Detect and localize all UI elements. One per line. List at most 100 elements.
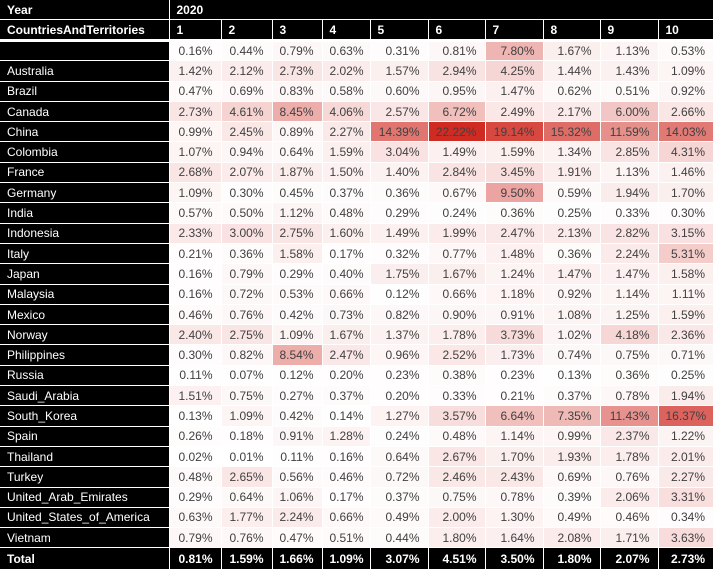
matrix-cell[interactable]: 0.46%: [169, 304, 222, 326]
matrix-cell[interactable]: 1.08%: [543, 304, 601, 326]
matrix-cell[interactable]: 0.92%: [658, 81, 713, 102]
matrix-cell[interactable]: 0.79%: [169, 527, 222, 549]
matrix-cell[interactable]: 1.09%: [272, 324, 323, 346]
matrix-cell[interactable]: 0.13%: [169, 405, 222, 427]
matrix-cell[interactable]: 0.44%: [370, 527, 429, 549]
matrix-cell[interactable]: 0.11%: [272, 446, 323, 468]
row-header[interactable]: Malaysia: [0, 284, 170, 305]
matrix-cell[interactable]: 1.46%: [658, 162, 713, 184]
matrix-cell[interactable]: 4.06%: [322, 101, 371, 123]
matrix-cell[interactable]: 0.36%: [600, 365, 659, 387]
matrix-cell[interactable]: 0.40%: [322, 263, 371, 285]
matrix-cell[interactable]: 1.02%: [543, 324, 601, 346]
matrix-cell[interactable]: 1.43%: [600, 60, 659, 82]
matrix-cell[interactable]: 1.75%: [370, 263, 429, 285]
matrix-cell[interactable]: 2.67%: [428, 446, 486, 468]
matrix-cell[interactable]: 1.11%: [658, 284, 713, 305]
matrix-cell[interactable]: 0.60%: [370, 81, 429, 102]
matrix-cell[interactable]: 1.94%: [658, 385, 713, 407]
matrix-cell[interactable]: 1.99%: [428, 223, 486, 244]
matrix-cell[interactable]: 0.21%: [485, 385, 544, 407]
matrix-cell[interactable]: 2.45%: [221, 121, 273, 143]
matrix-cell[interactable]: 0.72%: [370, 466, 429, 488]
matrix-cell[interactable]: 0.29%: [272, 263, 323, 285]
matrix-cell[interactable]: 3.73%: [485, 324, 544, 346]
matrix-cell[interactable]: 0.78%: [600, 385, 659, 407]
matrix-cell[interactable]: 1.70%: [658, 182, 713, 204]
matrix-cell[interactable]: 0.96%: [370, 344, 429, 366]
matrix-cell[interactable]: 15.32%: [543, 121, 601, 143]
matrix-cell[interactable]: 6.64%: [485, 405, 544, 427]
matrix-cell[interactable]: 2.27%: [322, 121, 371, 143]
matrix-cell[interactable]: 0.49%: [370, 507, 429, 529]
matrix-cell[interactable]: 0.99%: [169, 121, 222, 143]
matrix-cell[interactable]: 0.02%: [169, 446, 222, 468]
row-header[interactable]: Canada: [0, 101, 170, 123]
row-header[interactable]: South_Korea: [0, 405, 170, 427]
row-header[interactable]: Australia: [0, 60, 170, 82]
matrix-cell[interactable]: 0.63%: [322, 40, 371, 62]
matrix-cell[interactable]: 0.53%: [272, 284, 323, 305]
matrix-cell[interactable]: 2.17%: [543, 101, 601, 123]
matrix-cell[interactable]: 1.94%: [600, 182, 659, 204]
matrix-cell[interactable]: 0.26%: [169, 426, 222, 447]
matrix-cell[interactable]: 0.71%: [658, 344, 713, 366]
matrix-cell[interactable]: 0.67%: [428, 182, 486, 204]
matrix-cell[interactable]: 0.33%: [600, 202, 659, 224]
matrix-cell[interactable]: 0.94%: [221, 141, 273, 163]
matrix-cell[interactable]: 0.82%: [370, 304, 429, 326]
matrix-cell[interactable]: 0.20%: [322, 365, 371, 387]
matrix-cell[interactable]: 0.59%: [543, 182, 601, 204]
matrix-cell[interactable]: 0.79%: [272, 40, 323, 62]
matrix-cell[interactable]: 14.03%: [658, 121, 713, 143]
matrix-cell[interactable]: 1.22%: [658, 426, 713, 447]
row-header[interactable]: Spain: [0, 426, 170, 447]
matrix-cell[interactable]: 0.36%: [370, 182, 429, 204]
matrix-cell[interactable]: 0.69%: [543, 466, 601, 488]
column-header[interactable]: 6: [428, 19, 486, 42]
matrix-cell[interactable]: 2.01%: [658, 446, 713, 468]
matrix-cell[interactable]: 0.64%: [272, 141, 323, 163]
matrix-cell[interactable]: 0.66%: [322, 507, 371, 529]
matrix-cell[interactable]: 0.14%: [322, 405, 371, 427]
matrix-cell[interactable]: 2.40%: [169, 324, 222, 346]
matrix-cell[interactable]: 0.34%: [658, 507, 713, 529]
matrix-cell[interactable]: 1.59%: [322, 141, 371, 163]
matrix-cell[interactable]: 0.48%: [322, 202, 371, 224]
matrix-cell[interactable]: 2.47%: [322, 344, 371, 366]
matrix-cell[interactable]: 0.64%: [221, 487, 273, 508]
matrix-cell[interactable]: 2.24%: [272, 507, 323, 529]
matrix-cell[interactable]: 1.18%: [485, 284, 544, 305]
matrix-cell[interactable]: 0.37%: [322, 385, 371, 407]
matrix-cell[interactable]: 1.42%: [169, 60, 222, 82]
matrix-cell[interactable]: 0.75%: [600, 344, 659, 366]
matrix-cell[interactable]: 3.00%: [221, 223, 273, 244]
row-header[interactable]: Saudi_Arabia: [0, 385, 170, 407]
matrix-cell[interactable]: 2.73%: [272, 60, 323, 82]
matrix-cell[interactable]: 5.31%: [658, 243, 713, 265]
matrix-cell[interactable]: 1.59%: [658, 304, 713, 326]
matrix-cell[interactable]: 0.44%: [221, 40, 273, 62]
matrix-cell[interactable]: 1.12%: [272, 202, 323, 224]
matrix-cell[interactable]: 0.36%: [485, 202, 544, 224]
column-header[interactable]: 8: [543, 19, 601, 42]
matrix-cell[interactable]: 0.24%: [428, 202, 486, 224]
matrix-cell[interactable]: 0.78%: [485, 487, 544, 508]
matrix-cell[interactable]: 0.91%: [272, 426, 323, 447]
matrix-cell[interactable]: 0.13%: [543, 365, 601, 387]
matrix-cell[interactable]: 11.43%: [600, 405, 659, 427]
matrix-cell[interactable]: 0.30%: [658, 202, 713, 224]
row-header[interactable]: Vietnam: [0, 527, 170, 549]
matrix-cell[interactable]: 0.49%: [543, 507, 601, 529]
matrix-cell[interactable]: 1.77%: [221, 507, 273, 529]
matrix-cell[interactable]: 0.16%: [169, 284, 222, 305]
matrix-cell[interactable]: 0.17%: [322, 487, 371, 508]
matrix-cell[interactable]: 0.76%: [600, 466, 659, 488]
matrix-cell[interactable]: 0.66%: [428, 284, 486, 305]
matrix-cell[interactable]: 8.45%: [272, 101, 323, 123]
matrix-cell[interactable]: 4.18%: [600, 324, 659, 346]
matrix-cell[interactable]: 1.67%: [322, 324, 371, 346]
matrix-cell[interactable]: 0.37%: [370, 487, 429, 508]
matrix-cell[interactable]: 0.99%: [543, 426, 601, 447]
row-header[interactable]: Indonesia: [0, 223, 170, 244]
